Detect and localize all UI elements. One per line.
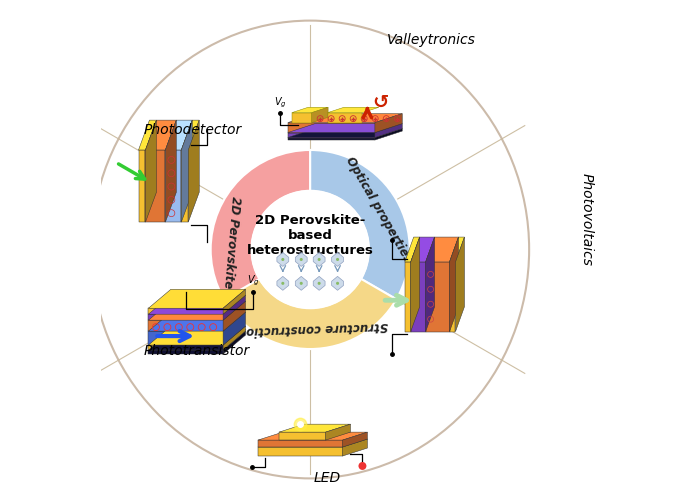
- Polygon shape: [148, 345, 223, 350]
- Polygon shape: [405, 237, 420, 262]
- Text: LED: LED: [314, 471, 341, 485]
- Polygon shape: [295, 252, 307, 266]
- Polygon shape: [258, 439, 368, 447]
- Polygon shape: [375, 129, 402, 140]
- Polygon shape: [165, 150, 181, 222]
- Polygon shape: [292, 107, 328, 113]
- Polygon shape: [148, 295, 246, 314]
- Polygon shape: [148, 350, 223, 354]
- Polygon shape: [148, 314, 223, 320]
- Polygon shape: [295, 276, 307, 290]
- Polygon shape: [328, 113, 363, 123]
- Polygon shape: [148, 320, 223, 331]
- Text: Valleytronics: Valleytronics: [387, 33, 476, 47]
- Text: 2D Perovskite: 2D Perovskite: [221, 196, 242, 289]
- Polygon shape: [277, 252, 288, 266]
- Polygon shape: [223, 289, 246, 314]
- Circle shape: [281, 282, 284, 285]
- Polygon shape: [288, 129, 402, 138]
- Ellipse shape: [91, 20, 529, 479]
- Polygon shape: [165, 120, 176, 222]
- Polygon shape: [426, 237, 435, 332]
- Polygon shape: [223, 326, 246, 350]
- Polygon shape: [449, 237, 459, 332]
- Text: 2D Perovskite-
based
heterostructures: 2D Perovskite- based heterostructures: [247, 214, 374, 257]
- Polygon shape: [148, 326, 246, 345]
- Circle shape: [318, 282, 321, 285]
- Wedge shape: [224, 279, 396, 349]
- Text: Optical properties: Optical properties: [343, 155, 414, 265]
- Polygon shape: [411, 237, 435, 262]
- Polygon shape: [279, 432, 326, 440]
- Polygon shape: [426, 262, 449, 332]
- Polygon shape: [375, 114, 402, 133]
- Circle shape: [281, 258, 284, 261]
- Polygon shape: [292, 113, 312, 123]
- Polygon shape: [181, 120, 200, 150]
- Circle shape: [318, 258, 321, 261]
- Text: $V_g$: $V_g$: [274, 95, 287, 110]
- Polygon shape: [223, 295, 246, 320]
- Polygon shape: [223, 331, 246, 354]
- Polygon shape: [405, 262, 411, 332]
- Text: Photovoltaics: Photovoltaics: [580, 173, 594, 266]
- Polygon shape: [146, 150, 165, 222]
- Polygon shape: [332, 276, 344, 290]
- Polygon shape: [148, 331, 223, 345]
- Circle shape: [336, 282, 339, 285]
- Text: Phototransistor: Phototransistor: [144, 344, 250, 358]
- Polygon shape: [139, 150, 146, 222]
- Polygon shape: [411, 237, 420, 332]
- Circle shape: [358, 462, 366, 470]
- Wedge shape: [310, 150, 410, 299]
- Text: Photodetector: Photodetector: [144, 123, 242, 137]
- Polygon shape: [288, 114, 402, 123]
- Polygon shape: [456, 237, 465, 332]
- Text: ↺: ↺: [372, 93, 389, 112]
- Polygon shape: [146, 120, 176, 150]
- Polygon shape: [288, 133, 375, 138]
- Polygon shape: [148, 308, 223, 314]
- Polygon shape: [223, 301, 246, 331]
- Polygon shape: [165, 120, 192, 150]
- Circle shape: [336, 258, 339, 261]
- Polygon shape: [375, 124, 402, 138]
- Polygon shape: [426, 237, 458, 262]
- Polygon shape: [188, 120, 199, 222]
- Polygon shape: [449, 237, 465, 262]
- Polygon shape: [148, 312, 246, 331]
- Text: Structure construction: Structure construction: [237, 319, 388, 338]
- Polygon shape: [342, 432, 368, 447]
- Polygon shape: [326, 424, 351, 440]
- Polygon shape: [288, 138, 375, 140]
- Polygon shape: [279, 424, 351, 432]
- Polygon shape: [146, 120, 156, 222]
- Polygon shape: [288, 123, 375, 133]
- Circle shape: [300, 282, 303, 285]
- Wedge shape: [211, 150, 310, 349]
- Polygon shape: [411, 262, 426, 332]
- Polygon shape: [181, 150, 188, 222]
- Polygon shape: [223, 312, 246, 345]
- Polygon shape: [277, 276, 288, 290]
- Polygon shape: [449, 262, 456, 332]
- Circle shape: [251, 191, 369, 308]
- Polygon shape: [312, 107, 328, 123]
- Polygon shape: [181, 120, 193, 222]
- Polygon shape: [258, 432, 368, 440]
- Polygon shape: [332, 252, 344, 266]
- Polygon shape: [313, 252, 325, 266]
- Polygon shape: [148, 289, 246, 308]
- Circle shape: [300, 258, 303, 261]
- Polygon shape: [313, 276, 325, 290]
- Polygon shape: [258, 447, 342, 456]
- Polygon shape: [342, 439, 368, 456]
- Polygon shape: [258, 440, 342, 447]
- Polygon shape: [288, 124, 402, 133]
- Polygon shape: [139, 120, 156, 150]
- Polygon shape: [148, 301, 246, 320]
- Polygon shape: [148, 331, 246, 350]
- Polygon shape: [328, 107, 379, 113]
- Text: $V_g$: $V_g$: [246, 274, 259, 288]
